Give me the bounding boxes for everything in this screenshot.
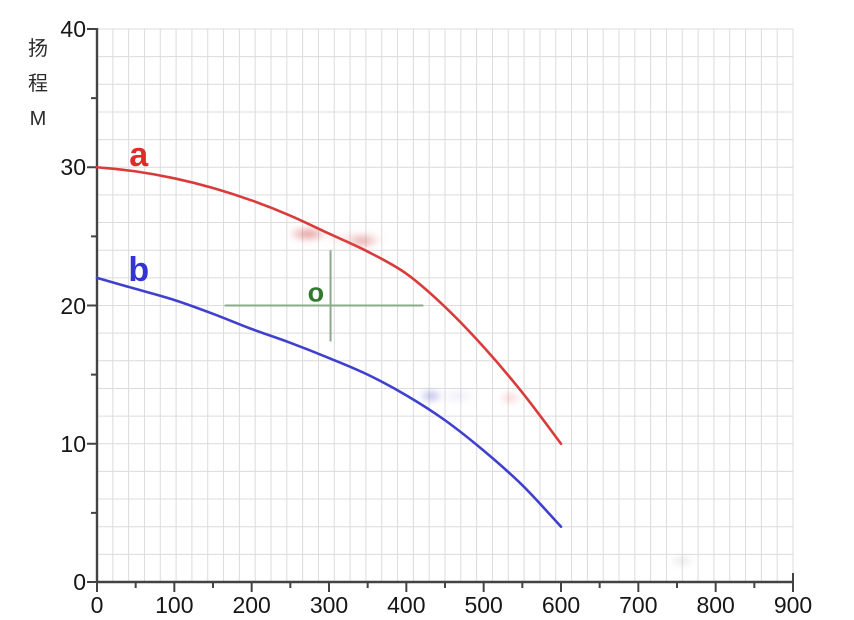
curve-label-a: a	[129, 135, 149, 174]
x-tick-label: 700	[619, 592, 658, 618]
x-tick-label: 300	[309, 592, 349, 618]
operating-point-label: o	[307, 277, 325, 308]
x-tick-label: 400	[387, 592, 426, 618]
curve-label-b: b	[128, 250, 150, 289]
curve-b	[95, 276, 563, 528]
x-tick-label: 600	[541, 592, 581, 618]
y-tick-label: 10	[60, 430, 86, 457]
y-tick-label: 20	[60, 292, 86, 319]
y-axis-title-unit: M	[29, 108, 47, 130]
x-tick-label: 500	[464, 592, 503, 618]
x-tick-label: 200	[232, 592, 271, 618]
y-tick-label: 40	[60, 16, 86, 42]
x-tick-label: 800	[696, 592, 735, 618]
x-tick-label: 0	[90, 592, 104, 618]
y-tick-label: 0	[73, 569, 86, 595]
x-tick-label: 900	[773, 592, 813, 618]
y-axis-title-char-2: 程	[28, 73, 48, 95]
x-tick-label: 100	[155, 592, 194, 618]
y-axis-title: 扬 程 M	[24, 32, 52, 137]
y-tick-label: 30	[60, 154, 86, 181]
y-axis-title-char-1: 扬	[28, 38, 48, 60]
